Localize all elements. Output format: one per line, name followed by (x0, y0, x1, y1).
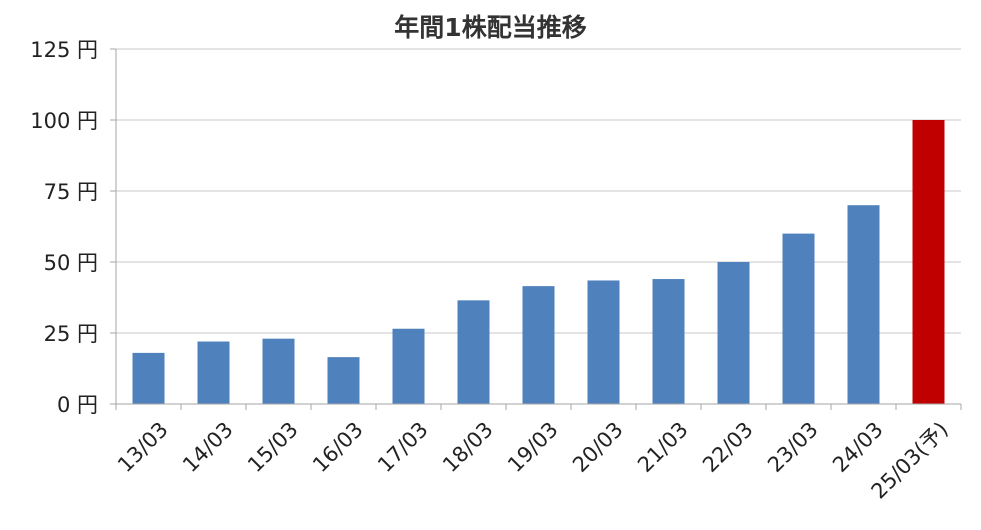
y-tick-label: 100 円 (30, 109, 98, 133)
chart-title: 年間1株配当推移 (394, 13, 587, 42)
x-tick-label: 22/03 (698, 417, 758, 477)
y-tick-label: 50 円 (44, 251, 98, 275)
x-tick-label: 14/03 (178, 417, 238, 477)
y-tick-label: 25 円 (44, 322, 98, 346)
x-tick-label: 15/03 (243, 417, 303, 477)
y-tick-labels: 0 円 25 円 50 円 75 円 100 円 125 円 (30, 38, 98, 417)
bar (912, 120, 945, 404)
bar (132, 352, 165, 404)
axes (110, 48, 962, 410)
y-tick-label: 75 円 (44, 180, 98, 204)
bar (392, 328, 425, 404)
bar (587, 280, 620, 404)
x-tick-label: 19/03 (503, 417, 563, 477)
bar (652, 279, 685, 404)
x-tick-labels: 13/03 14/03 15/03 16/03 17/03 18/03 19/03 20/03… (113, 417, 953, 503)
y-tick-label: 125 円 (30, 38, 98, 62)
bars (132, 120, 945, 404)
bar (782, 233, 815, 404)
x-tick-label: 17/03 (373, 417, 433, 477)
x-tick-label: 16/03 (308, 417, 368, 477)
x-tick-label: 13/03 (113, 417, 173, 477)
bar (522, 286, 555, 404)
x-tick-label: 18/03 (438, 417, 498, 477)
grid-lines (116, 48, 961, 334)
y-tick-label: 0 円 (57, 393, 98, 417)
bar (262, 338, 295, 404)
bar (717, 262, 750, 404)
bar (457, 300, 490, 404)
x-tick-label: 23/03 (763, 417, 823, 477)
bar (847, 205, 880, 404)
bar (197, 341, 230, 404)
x-tick-label: 20/03 (568, 417, 628, 477)
bar (327, 357, 360, 404)
x-tick-label: 24/03 (828, 417, 888, 477)
x-tick-label: 21/03 (633, 417, 693, 477)
